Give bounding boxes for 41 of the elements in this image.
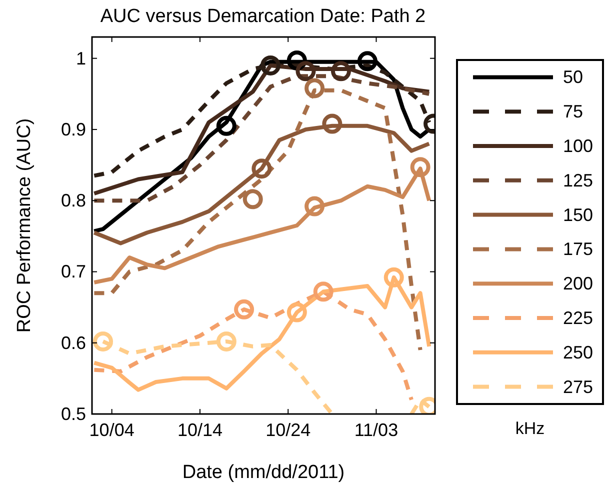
- legend-label: 125: [563, 170, 594, 190]
- legend-label: 175: [563, 239, 594, 260]
- y-tick-label: 0.7: [60, 262, 86, 282]
- legend-label: 100: [563, 136, 594, 156]
- point: [410, 157, 430, 178]
- legend-title: kHz: [515, 419, 545, 438]
- point: [234, 299, 254, 320]
- legend-label: 50: [563, 67, 584, 88]
- point: [216, 116, 236, 136]
- y-tick-label: 0.6: [60, 332, 86, 353]
- point: [313, 282, 334, 302]
- point: [242, 189, 263, 210]
- point: [357, 51, 378, 72]
- y-tick-label: 0.5: [60, 404, 86, 424]
- y-tick-label: 0.8: [60, 190, 86, 211]
- legend-label: 275: [563, 376, 594, 397]
- point: [304, 78, 325, 98]
- point: [330, 61, 351, 82]
- legend-label: 250: [563, 342, 594, 362]
- x-tick-label: 10/04: [89, 420, 134, 440]
- legend-label: 200: [563, 274, 594, 294]
- x-axis-title: Date (mm/dd/2011): [182, 462, 345, 483]
- y-tick-label: 1: [76, 48, 86, 68]
- point: [260, 55, 280, 76]
- x-tick-label: 10/24: [266, 420, 311, 440]
- point: [93, 331, 114, 352]
- point: [216, 331, 236, 352]
- point: [286, 302, 307, 322]
- x-tick-label: 10/14: [177, 420, 222, 440]
- legend-label: 150: [563, 204, 594, 225]
- point: [384, 267, 404, 288]
- chart-title: AUC versus Demarcation Date: Path 2: [100, 6, 426, 27]
- point: [304, 196, 325, 216]
- point: [252, 158, 272, 179]
- point: [322, 114, 342, 134]
- x-tick-label: 11/03: [354, 420, 398, 440]
- y-axis-title: ROC Performance (AUC): [14, 118, 35, 333]
- legend-label: 75: [563, 102, 584, 122]
- y-tick-label: 0.9: [60, 119, 86, 140]
- legend-label: 225: [563, 308, 594, 328]
- point: [296, 61, 316, 82]
